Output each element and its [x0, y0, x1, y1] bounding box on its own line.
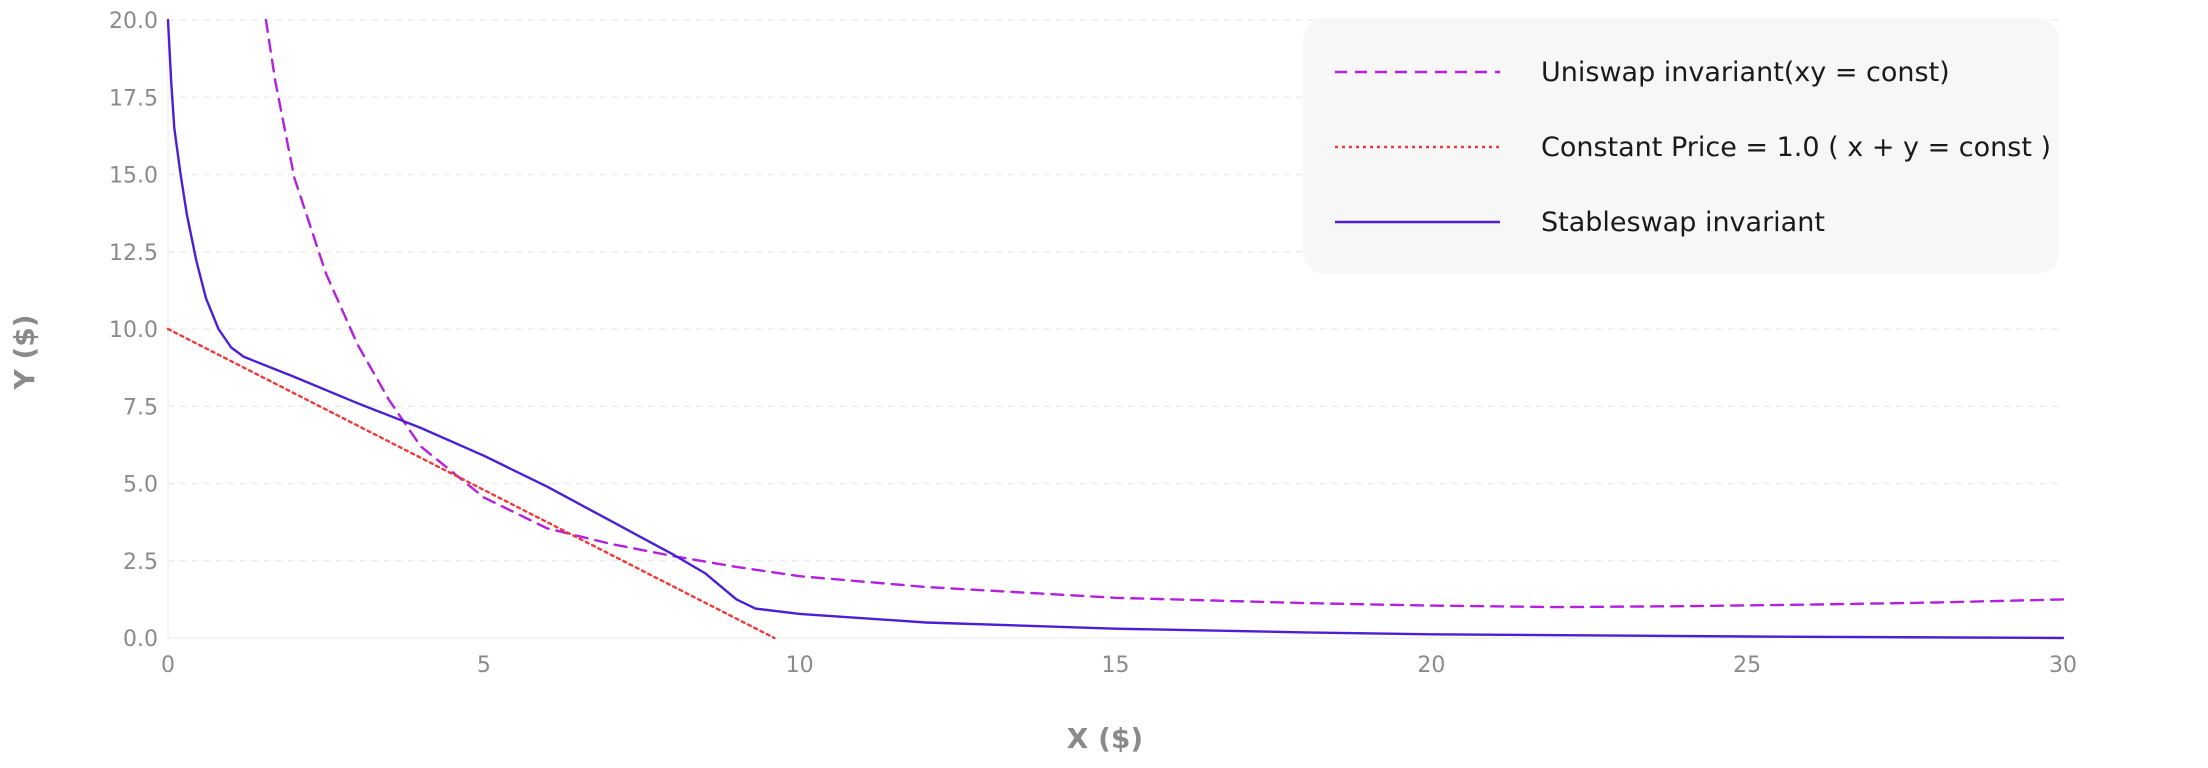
series-line-3 — [166, 18, 2065, 640]
legend-label-2: Constant Price = 1.0 ( x + y = const ) — [1541, 132, 2051, 163]
x-axis-title: X ($) — [1067, 722, 1143, 755]
series-layer — [166, 18, 2065, 640]
legend-items: Uniswap invariant(xy = const) Constant Pr… — [1335, 57, 2051, 238]
series-line-1 — [264, 18, 2065, 609]
legend-background — [1303, 18, 2059, 274]
y-tick-label: 0.0 — [123, 627, 158, 652]
y-tick-label: 2.5 — [123, 550, 158, 575]
x-tick-label: 25 — [1733, 653, 1761, 678]
series-line-2 — [166, 327, 776, 640]
x-tick-label: 5 — [477, 653, 491, 678]
x-tick-label: 15 — [1102, 653, 1130, 678]
legend-label-3: Stableswap invariant — [1541, 207, 1825, 238]
y-tick-label: 20.0 — [109, 9, 158, 34]
y-tick-label: 12.5 — [109, 241, 158, 266]
y-tick-label: 15.0 — [109, 164, 158, 189]
legend: Uniswap invariant(xy = const) Constant Pr… — [1303, 18, 2059, 274]
y-tick-label: 17.5 — [109, 86, 158, 111]
y-tick-label: 7.5 — [123, 395, 158, 420]
grid-layer — [167, 19, 2063, 639]
x-tick-label: 30 — [2049, 653, 2077, 678]
y-axis-title: Y ($) — [8, 314, 41, 390]
legend-label-1: Uniswap invariant(xy = const) — [1541, 57, 1950, 88]
tick-layer: 0.0 2.5 5.0 7.5 10.0 12.5 15.0 17.5 20.0 0 5 10 15 20… — [109, 9, 2077, 678]
x-tick-label: 10 — [786, 653, 814, 678]
y-tick-label: 5.0 — [123, 473, 158, 498]
x-tick-label: 20 — [1417, 653, 1445, 678]
x-tick-label: 0 — [161, 653, 175, 678]
y-tick-label: 10.0 — [109, 318, 158, 343]
